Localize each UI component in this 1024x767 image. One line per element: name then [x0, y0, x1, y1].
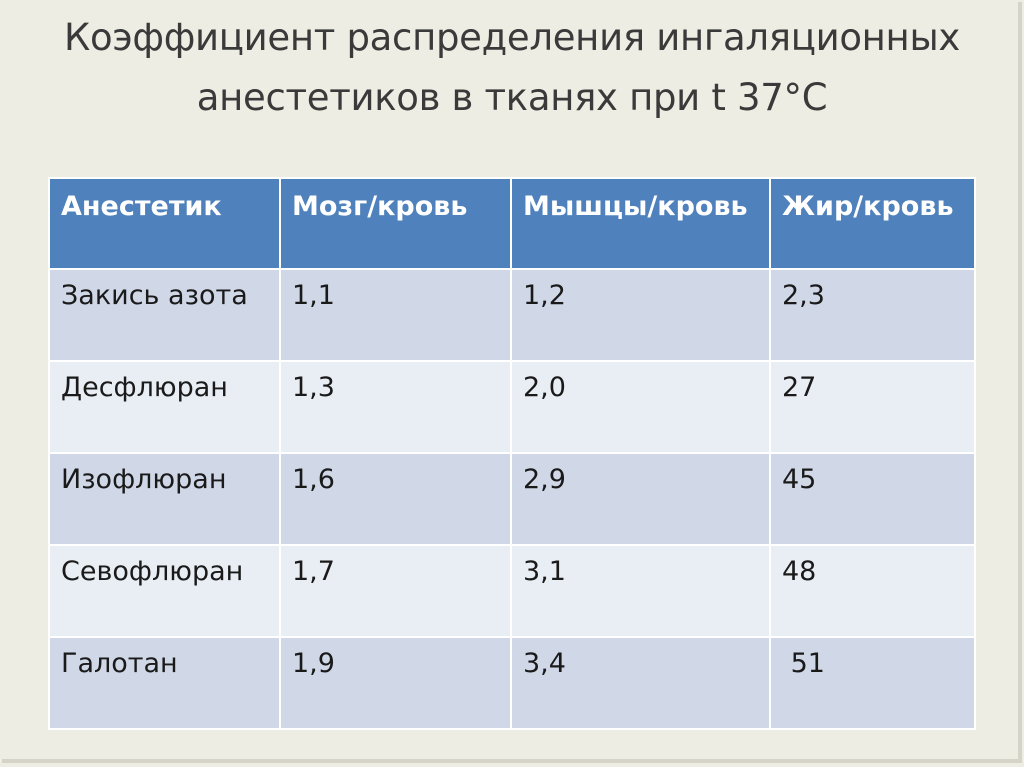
- cell-brain-blood: 1,1: [279, 268, 512, 362]
- title-line-2: анестетиков в тканях при t 37°С: [196, 76, 828, 119]
- cell-brain-blood: 1,7: [279, 544, 512, 638]
- cell-brain-blood: 1,3: [279, 360, 512, 454]
- cell-brain-blood: 1,6: [279, 452, 512, 546]
- cell-muscle-blood: 2,0: [510, 360, 771, 454]
- cell-muscle-blood: 2,9: [510, 452, 771, 546]
- cell-anesthetic: Севофлюран: [48, 544, 281, 638]
- title-line-1: Коэффициент распределения ингаляционных: [64, 16, 960, 59]
- cell-fat-blood: 45: [769, 452, 976, 546]
- cell-muscle-blood: 3,4: [510, 636, 771, 730]
- cell-anesthetic: Десфлюран: [48, 360, 281, 454]
- header-muscle-blood: Мышцы/кровь: [510, 177, 771, 270]
- table-row: Десфлюран 1,3 2,0 27: [48, 360, 976, 454]
- header-fat-blood: Жир/кровь: [769, 177, 976, 270]
- cell-fat-blood: 51: [769, 636, 976, 730]
- header-anesthetic: Анестетик: [48, 177, 281, 270]
- cell-anesthetic: Изофлюран: [48, 452, 281, 546]
- cell-anesthetic: Галотан: [48, 636, 281, 730]
- cell-fat-blood: 27: [769, 360, 976, 454]
- cell-muscle-blood: 3,1: [510, 544, 771, 638]
- table-header-row: Анестетик Мозг/кровь Мышцы/кровь Жир/кро…: [48, 177, 976, 270]
- cell-anesthetic: Закись азота: [48, 268, 281, 362]
- table-row: Галотан 1,9 3,4 51: [48, 636, 976, 730]
- table-row: Севофлюран 1,7 3,1 48: [48, 544, 976, 638]
- slide-title: Коэффициент распределения ингаляционных …: [0, 8, 1024, 128]
- cell-fat-blood: 2,3: [769, 268, 976, 362]
- header-brain-blood: Мозг/кровь: [279, 177, 512, 270]
- coefficients-table: Анестетик Мозг/кровь Мышцы/кровь Жир/кро…: [48, 177, 976, 730]
- table-row: Изофлюран 1,6 2,9 45: [48, 452, 976, 546]
- table-row: Закись азота 1,1 1,2 2,3: [48, 268, 976, 362]
- cell-muscle-blood: 1,2: [510, 268, 771, 362]
- cell-fat-blood: 48: [769, 544, 976, 638]
- cell-brain-blood: 1,9: [279, 636, 512, 730]
